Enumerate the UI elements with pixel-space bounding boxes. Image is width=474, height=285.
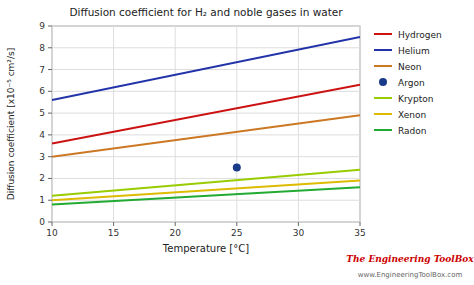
y-tick <box>48 47 52 48</box>
legend-label: Krypton <box>398 94 433 104</box>
legend-line <box>374 49 392 51</box>
y-tick-label: 8 <box>39 43 45 53</box>
x-tick <box>298 222 299 226</box>
x-tick <box>113 222 114 226</box>
x-tick-label: 30 <box>293 228 305 238</box>
series-line <box>52 85 360 144</box>
y-tick <box>48 134 52 135</box>
x-tick <box>52 222 53 226</box>
y-tick <box>48 69 52 70</box>
y-tick-label: 5 <box>39 108 45 118</box>
y-grid-line <box>52 178 360 179</box>
x-grid-line <box>236 26 237 222</box>
series-line <box>52 115 360 156</box>
legend-line <box>374 129 392 131</box>
title: Diffusion coefficient for H₂ and noble g… <box>69 6 343 18</box>
x-tick <box>175 222 176 226</box>
x-tick-label: 25 <box>231 228 242 238</box>
y-tick <box>48 91 52 92</box>
x-tick-label: 15 <box>108 228 119 238</box>
y-tick-label: 6 <box>39 86 45 96</box>
annotation: www.EngineeringToolBox.com <box>358 271 463 279</box>
y-tick-label: 7 <box>39 65 45 75</box>
legend-label: Radon <box>398 126 427 136</box>
series-line <box>52 37 360 100</box>
x-tick <box>236 222 237 226</box>
legend-label: Neon <box>398 62 421 72</box>
y-tick <box>48 200 52 201</box>
legend-label: Argon <box>398 78 425 88</box>
x-tick-label: 35 <box>354 228 365 238</box>
legend-line <box>374 65 392 67</box>
y-tick <box>48 156 52 157</box>
x-grid-line <box>113 26 114 222</box>
legend-marker <box>379 78 387 86</box>
legend-line <box>374 33 392 35</box>
y-tick <box>48 26 52 27</box>
y-grid-line <box>52 200 360 201</box>
y-grid-line <box>52 222 360 223</box>
y-tick <box>48 222 52 223</box>
plot-frame <box>52 26 360 222</box>
y-tick-label: 3 <box>39 152 45 162</box>
y-tick <box>48 178 52 179</box>
y-tick-label: 1 <box>39 195 45 205</box>
y-tick <box>48 113 52 114</box>
y-grid-line <box>52 47 360 48</box>
y-grid-line <box>52 156 360 157</box>
y-tick-label: 2 <box>39 173 45 183</box>
series-line <box>52 187 360 204</box>
x-tick-label: 10 <box>46 228 58 238</box>
x-tick-label: 20 <box>169 228 181 238</box>
chart: 10 15 20 25 30 35 0 1 2 3 4 5 6 7 8 9 Diffusion coeffici… <box>0 0 474 285</box>
legend-line <box>374 97 392 99</box>
y-tick-label: 4 <box>39 130 45 140</box>
y-axis-label: Diffusion coefficient [x10⁻⁵ cm²/s] <box>6 48 16 200</box>
legend: Hydrogen Helium Neon Argon Krypton Xenon Radon <box>374 30 442 136</box>
y-tick-label: 0 <box>39 217 45 227</box>
scatter-point <box>233 164 241 172</box>
grid <box>52 26 360 222</box>
legend-label: Helium <box>398 46 430 56</box>
x-grid-line <box>52 26 53 222</box>
annotation: The Engineering ToolBox <box>346 254 474 264</box>
y-tick-label: 9 <box>39 21 45 31</box>
legend-label: Xenon <box>398 110 426 120</box>
legend-label: Hydrogen <box>398 30 442 40</box>
x-axis-label: Temperature [°C] <box>162 243 249 254</box>
x-tick <box>360 222 361 226</box>
series-group <box>52 37 360 205</box>
x-grid-line <box>360 26 361 222</box>
y-grid-line <box>52 26 360 27</box>
legend-line <box>374 113 392 115</box>
